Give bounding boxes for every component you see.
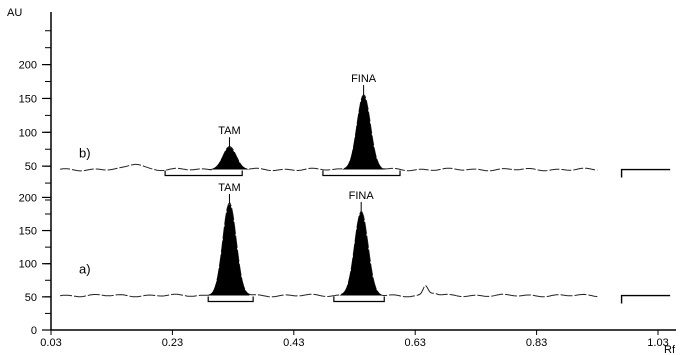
- x-tick-label: 0.03: [40, 337, 61, 349]
- x-tick-label: 1.03: [647, 337, 668, 349]
- integration-bracket: [322, 170, 401, 177]
- lower-y-tick-label: 100: [19, 259, 37, 271]
- upper-y-tick-label: 200: [19, 60, 37, 72]
- upper-y-tick-label: 100: [19, 127, 37, 139]
- lower-y-tick-label: 0: [31, 325, 37, 337]
- trace-label: b): [79, 146, 91, 161]
- ticks-layer: 0.03 0.23 0.43 0.63 0.83 1.03 50 100 150 200 0 50 10…: [19, 30, 669, 349]
- traces-layer: [60, 93, 671, 304]
- integration-bracket: [333, 296, 385, 303]
- trace-line-b: [60, 93, 598, 172]
- trace-line-a: [60, 202, 598, 298]
- integration-bracket: [164, 170, 243, 177]
- lower-y-tick-label: 150: [19, 226, 37, 238]
- trace-end-segment: [620, 294, 671, 304]
- peak-label: FINA: [349, 190, 375, 202]
- peak-fina-fill: [339, 212, 383, 296]
- peak-tam-fill: [208, 147, 250, 170]
- x-tick-label: 0.83: [526, 337, 547, 349]
- upper-y-tick-label: 150: [19, 93, 37, 105]
- peak-fina-fill: [342, 95, 385, 170]
- peak-label: TAM: [218, 125, 240, 137]
- y-axis-title: AU: [7, 7, 22, 19]
- peak-tam-fill: [208, 204, 250, 296]
- integration-bracket: [207, 296, 254, 303]
- x-axis-title: Rf: [664, 344, 676, 355]
- trace-end-segment: [620, 168, 671, 178]
- peak-label: TAM: [218, 182, 240, 194]
- x-tick-label: 0.43: [283, 337, 304, 349]
- trace-label: a): [79, 262, 91, 277]
- x-tick-label: 0.63: [404, 337, 425, 349]
- labels-layer: TAM FINA b) TAM FINA a): [79, 73, 377, 276]
- peak-label: FINA: [351, 73, 377, 85]
- lower-y-tick-label: 50: [25, 292, 37, 304]
- x-tick-label: 0.23: [162, 337, 183, 349]
- lower-y-tick-label: 200: [19, 192, 37, 204]
- upper-y-tick-label: 50: [25, 161, 37, 173]
